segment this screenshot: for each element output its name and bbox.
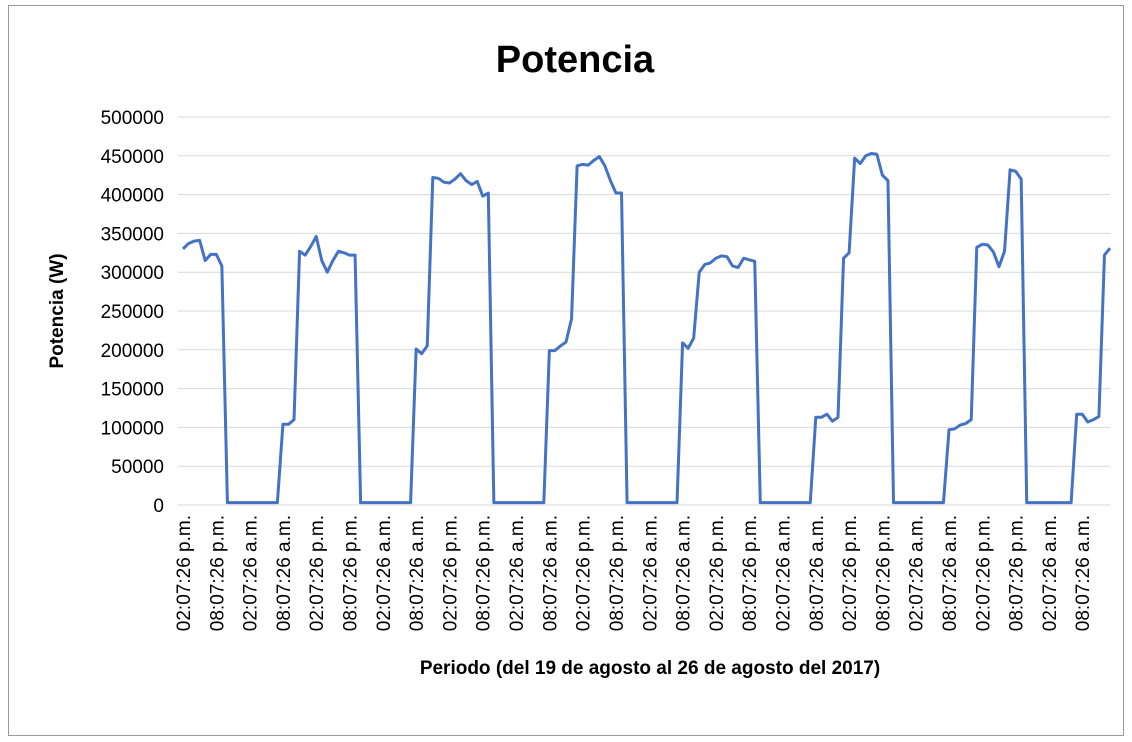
x-tick-label: 08:07:26 p.m. <box>474 515 495 631</box>
x-tick-label: 02:07:26 a.m. <box>640 515 661 631</box>
y-tick-label: 500000 <box>101 108 164 129</box>
y-tick-label: 200000 <box>101 341 164 362</box>
x-tick-label: 08:07:26 a.m. <box>940 515 961 631</box>
x-tick-label: 02:07:26 p.m. <box>840 515 861 631</box>
y-tick-label: 50000 <box>111 457 164 478</box>
y-tick-label: 450000 <box>101 147 164 168</box>
x-tick-label: 08:07:26 p.m. <box>207 515 228 631</box>
y-axis-title: Potencia (W) <box>47 253 68 368</box>
chart-title: Potencia <box>496 39 655 81</box>
x-tick-label: 02:07:26 p.m. <box>574 515 595 631</box>
x-tick-label: 02:07:26 p.m. <box>307 515 328 631</box>
x-tick-label: 08:07:26 a.m. <box>540 515 561 631</box>
x-tick-label: 08:07:26 a.m. <box>674 515 695 631</box>
x-tick-label: 08:07:26 a.m. <box>807 515 828 631</box>
x-tick-label: 02:07:26 p.m. <box>440 515 461 631</box>
x-tick-label: 08:07:26 p.m. <box>607 515 628 631</box>
x-tick-label: 02:07:26 a.m. <box>374 515 395 631</box>
y-tick-label: 150000 <box>101 380 164 401</box>
chart-frame <box>8 5 1124 736</box>
x-tick-label: 08:07:26 p.m. <box>740 515 761 631</box>
y-tick-label: 250000 <box>101 302 164 323</box>
x-tick-label: 08:07:26 p.m. <box>1007 515 1028 631</box>
y-tick-label: 350000 <box>101 224 164 245</box>
x-tick-label: 08:07:26 a.m. <box>1073 515 1094 631</box>
y-tick-label: 0 <box>153 496 164 517</box>
x-tick-label: 02:07:26 p.m. <box>174 515 195 631</box>
data-line <box>181 151 1112 505</box>
x-tick-label: 02:07:26 a.m. <box>907 515 928 631</box>
x-tick-label: 08:07:26 p.m. <box>341 515 362 631</box>
x-tick-label: 02:07:26 p.m. <box>973 515 994 631</box>
y-tick-label: 300000 <box>101 263 164 284</box>
x-tick-label: 02:07:26 a.m. <box>1040 515 1061 631</box>
x-tick-label: 02:07:26 a.m. <box>507 515 528 631</box>
x-tick-label: 08:07:26 a.m. <box>274 515 295 631</box>
x-tick-label: 08:07:26 p.m. <box>873 515 894 631</box>
x-tick-label: 08:07:26 a.m. <box>407 515 428 631</box>
x-tick-label: 02:07:26 a.m. <box>241 515 262 631</box>
x-tick-label: 02:07:26 p.m. <box>707 515 728 631</box>
y-tick-label: 400000 <box>101 186 164 207</box>
y-tick-label: 100000 <box>101 418 164 439</box>
x-tick-label: 02:07:26 a.m. <box>773 515 794 631</box>
x-axis-title: Periodo (del 19 de agosto al 26 de agost… <box>420 658 880 679</box>
